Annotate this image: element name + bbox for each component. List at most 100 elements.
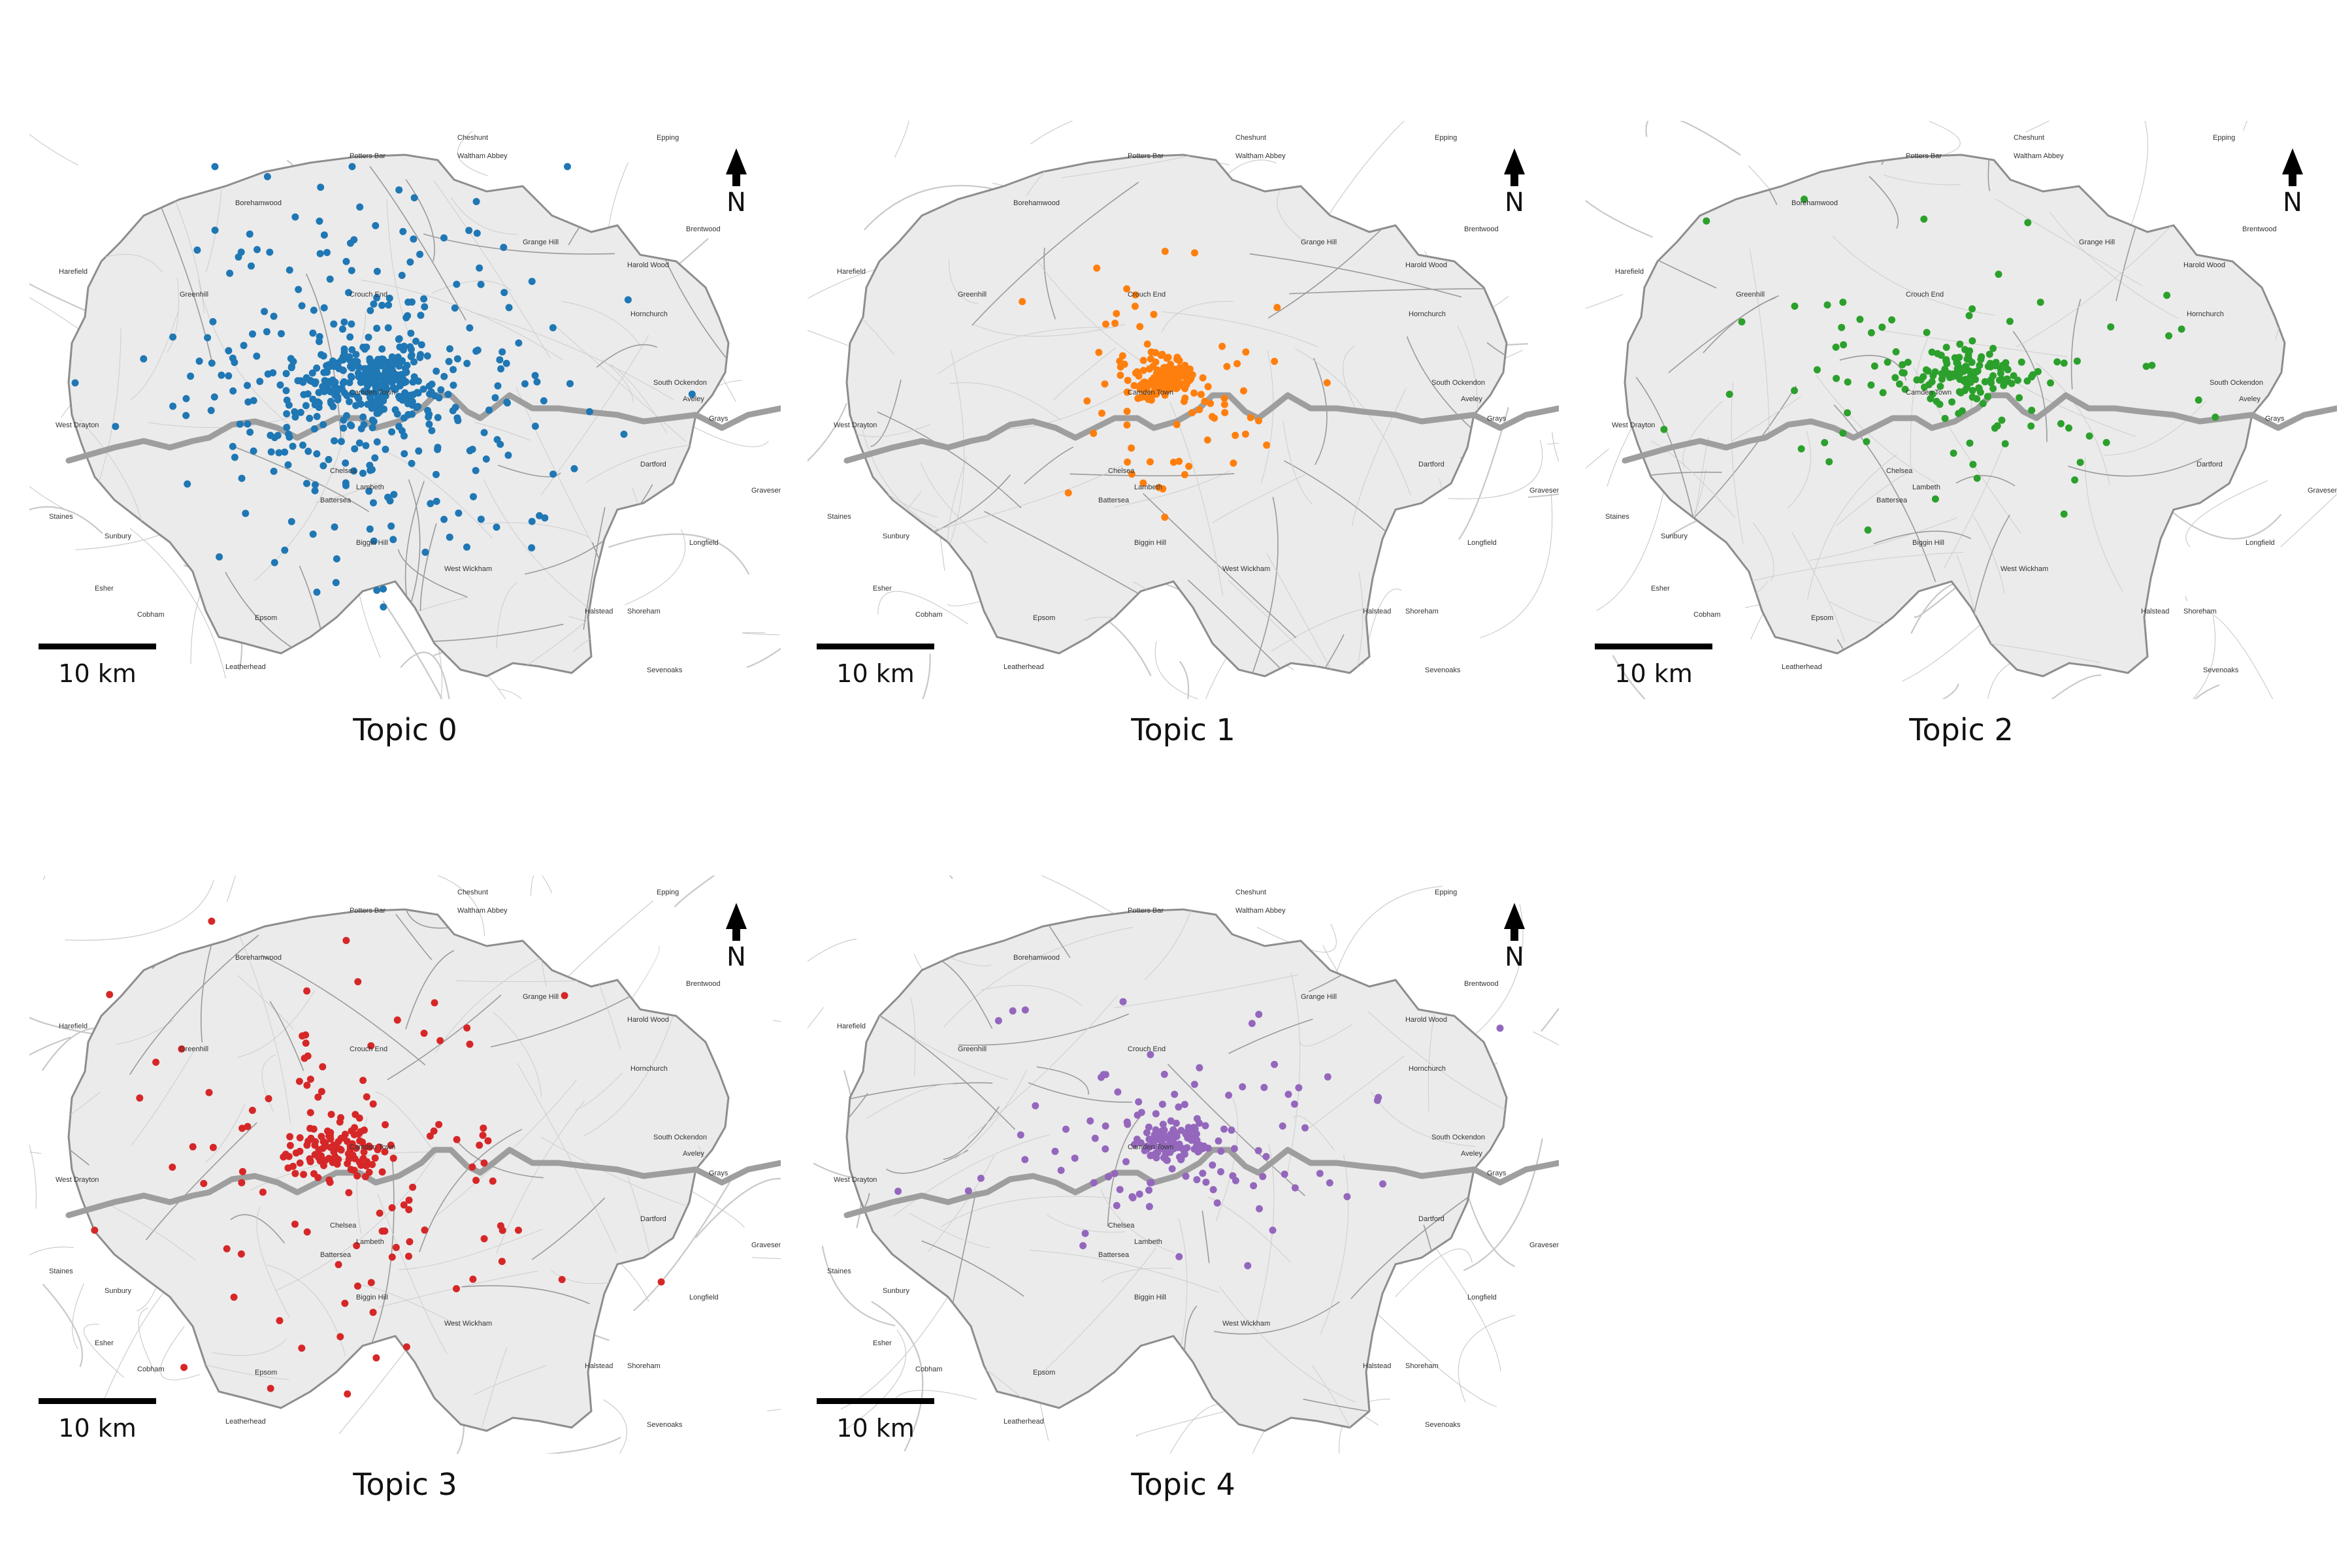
topic-point	[366, 525, 374, 533]
topic-point	[1981, 378, 1989, 385]
topic-point	[354, 978, 362, 986]
topic-point	[479, 1132, 487, 1139]
topic-point	[1892, 348, 1900, 355]
topic-point	[414, 389, 422, 397]
topic-point	[359, 469, 367, 477]
north-label: N	[1505, 188, 1524, 218]
topic-point	[469, 1275, 477, 1283]
topic-point	[2071, 476, 2079, 484]
topic-point	[367, 306, 374, 314]
topic-point	[1173, 421, 1181, 429]
topic-point	[531, 422, 539, 430]
topic-point	[585, 408, 593, 416]
topic-point	[246, 429, 254, 436]
place-label: Longfield	[689, 1294, 719, 1301]
topic-point	[348, 163, 356, 171]
place-label: Greenhill	[958, 291, 987, 299]
topic-point	[337, 438, 345, 446]
topic-point	[1924, 367, 1932, 375]
topic-point	[1821, 439, 1829, 446]
topic-point	[1199, 1169, 1207, 1177]
topic-point	[372, 397, 380, 404]
place-label: Chelsea	[330, 1222, 357, 1230]
topic-point	[1159, 1120, 1167, 1128]
topic-point	[1122, 1158, 1130, 1166]
topic-point	[494, 382, 502, 390]
topic-point	[416, 353, 424, 361]
place-label: Harold Wood	[1405, 1016, 1447, 1024]
topic-point	[296, 1159, 304, 1167]
topic-point	[323, 249, 331, 256]
topic-point	[1175, 1103, 1183, 1111]
place-label: Battersea	[320, 497, 351, 504]
topic-point	[1220, 400, 1228, 408]
topic-point	[1839, 429, 1847, 437]
topic-point	[1019, 298, 1026, 306]
topic-point	[385, 295, 393, 302]
topic-point	[340, 424, 348, 432]
place-label: South Ockendon	[653, 379, 707, 387]
topic-point	[401, 365, 409, 372]
topic-point	[71, 379, 79, 387]
topic-point	[1223, 363, 1231, 370]
topic-point	[463, 1024, 471, 1032]
topic-point	[1123, 408, 1131, 416]
place-label: Cobham	[915, 611, 943, 619]
topic-point	[1136, 385, 1144, 393]
topic-point	[281, 546, 289, 554]
topic-point	[431, 999, 438, 1007]
place-label: Longfield	[1467, 539, 1497, 547]
panel-caption: Topic 4	[1131, 1467, 1235, 1502]
topic-point	[454, 417, 462, 425]
place-label: Shoreham	[2183, 608, 2217, 615]
topic-point	[270, 312, 278, 320]
place-label: Leatherhead	[225, 1418, 266, 1426]
topic-point	[357, 425, 365, 433]
place-label: Greenhill	[1736, 291, 1765, 299]
topic-point	[368, 1161, 376, 1168]
place-label: Chelsea	[330, 467, 357, 475]
topic-point	[315, 1146, 323, 1154]
topic-point	[1147, 1179, 1154, 1186]
topic-point	[1976, 388, 1984, 396]
topic-point	[1230, 1145, 1238, 1152]
place-label: Crouch End	[350, 1045, 388, 1053]
topic-point	[1263, 441, 1271, 449]
north-label: N	[727, 942, 746, 972]
topic-point	[375, 1143, 383, 1151]
topic-point	[1323, 379, 1331, 387]
topic-point	[453, 355, 461, 363]
topic-point	[339, 325, 346, 333]
topic-point	[1139, 357, 1147, 365]
topic-point	[1170, 1128, 1178, 1135]
place-label: Aveley	[683, 1150, 704, 1158]
topic-point	[289, 442, 297, 450]
topic-point	[208, 359, 216, 367]
topic-point	[1989, 344, 1997, 352]
topic-point	[1159, 485, 1167, 493]
topic-point	[477, 280, 485, 288]
topic-point	[382, 367, 389, 375]
topic-point	[369, 1309, 377, 1316]
topic-point	[291, 413, 299, 421]
topic-point	[1927, 395, 1935, 402]
topic-point	[388, 428, 396, 436]
topic-point	[378, 360, 385, 368]
topic-point	[1188, 371, 1196, 379]
topic-point	[336, 1333, 344, 1341]
place-label: Lambeth	[1134, 483, 1162, 491]
topic-point	[504, 451, 512, 459]
topic-point	[285, 401, 293, 409]
topic-point	[348, 320, 355, 328]
place-label: Lambeth	[356, 483, 384, 491]
topic-point	[1149, 1141, 1156, 1149]
topic-point	[570, 465, 578, 472]
topic-point	[1123, 1118, 1131, 1126]
topic-point	[320, 304, 328, 312]
topic-point	[359, 413, 367, 421]
topic-point	[282, 370, 290, 378]
topic-point	[392, 1243, 400, 1251]
topic-point	[1141, 393, 1149, 400]
topic-point	[209, 1143, 217, 1151]
topic-point	[407, 329, 415, 337]
